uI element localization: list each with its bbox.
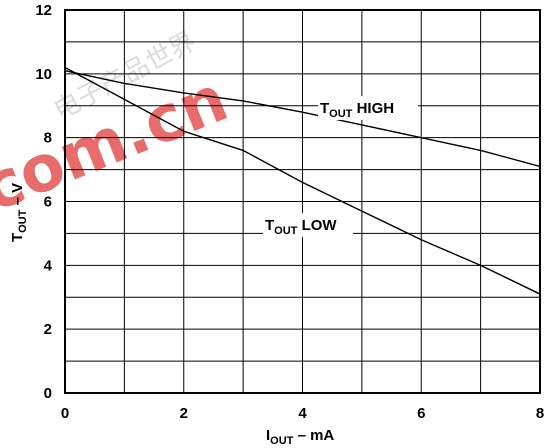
- x-axis-title: IOUT – mA: [266, 427, 334, 447]
- x-tick-label: 4: [298, 405, 307, 422]
- y-tick-label: 6: [44, 194, 52, 211]
- series-low-rest: LOW: [297, 217, 337, 234]
- y-axis-title-sub: OUT: [17, 209, 29, 233]
- y-tick-label: 2: [44, 321, 52, 338]
- series-low-sub: OUT: [274, 225, 298, 237]
- watermark: 电子产品世界 com.cn: [0, 26, 238, 226]
- x-tick-labels: 0 2 4 6 8: [61, 405, 544, 422]
- series-label-high: TOUT HIGH: [318, 96, 418, 120]
- y-axis-title-main: T: [9, 233, 26, 242]
- series-lines: [64, 66, 541, 295]
- y-axis-title-rest: – V: [9, 183, 26, 210]
- y-tick-label: 12: [35, 2, 52, 19]
- plot-frame: [64, 9, 541, 394]
- series-high-rest: HIGH: [352, 100, 394, 117]
- x-axis-title-sub: OUT: [270, 435, 294, 447]
- series-label-low: TOUT LOW: [263, 213, 353, 237]
- svg-text:TOUT HIGH: TOUT HIGH: [320, 100, 394, 120]
- x-tick-label: 8: [536, 405, 544, 422]
- x-tick-label: 0: [61, 405, 69, 422]
- x-axis-title-rest: – mA: [293, 427, 334, 444]
- svg-text:TOUT LOW: TOUT LOW: [265, 217, 337, 237]
- y-tick-labels: 0 2 4 6 8 10 12: [35, 2, 52, 402]
- series-low-name: T: [265, 217, 274, 234]
- y-tick-label: 8: [44, 130, 52, 147]
- y-tick-label: 0: [44, 385, 52, 402]
- series-high-name: T: [320, 100, 329, 117]
- series-line-tout-high: [64, 69, 541, 168]
- series-line-tout-low: [64, 66, 541, 295]
- x-tick-label: 6: [417, 405, 425, 422]
- x-tick-label: 2: [180, 405, 188, 422]
- y-tick-label: 4: [44, 257, 53, 274]
- y-tick-label: 10: [35, 66, 52, 83]
- series-high-sub: OUT: [329, 108, 353, 120]
- y-axis-title: TOUT – V: [9, 183, 29, 242]
- x-axis-title-main: I: [266, 427, 270, 444]
